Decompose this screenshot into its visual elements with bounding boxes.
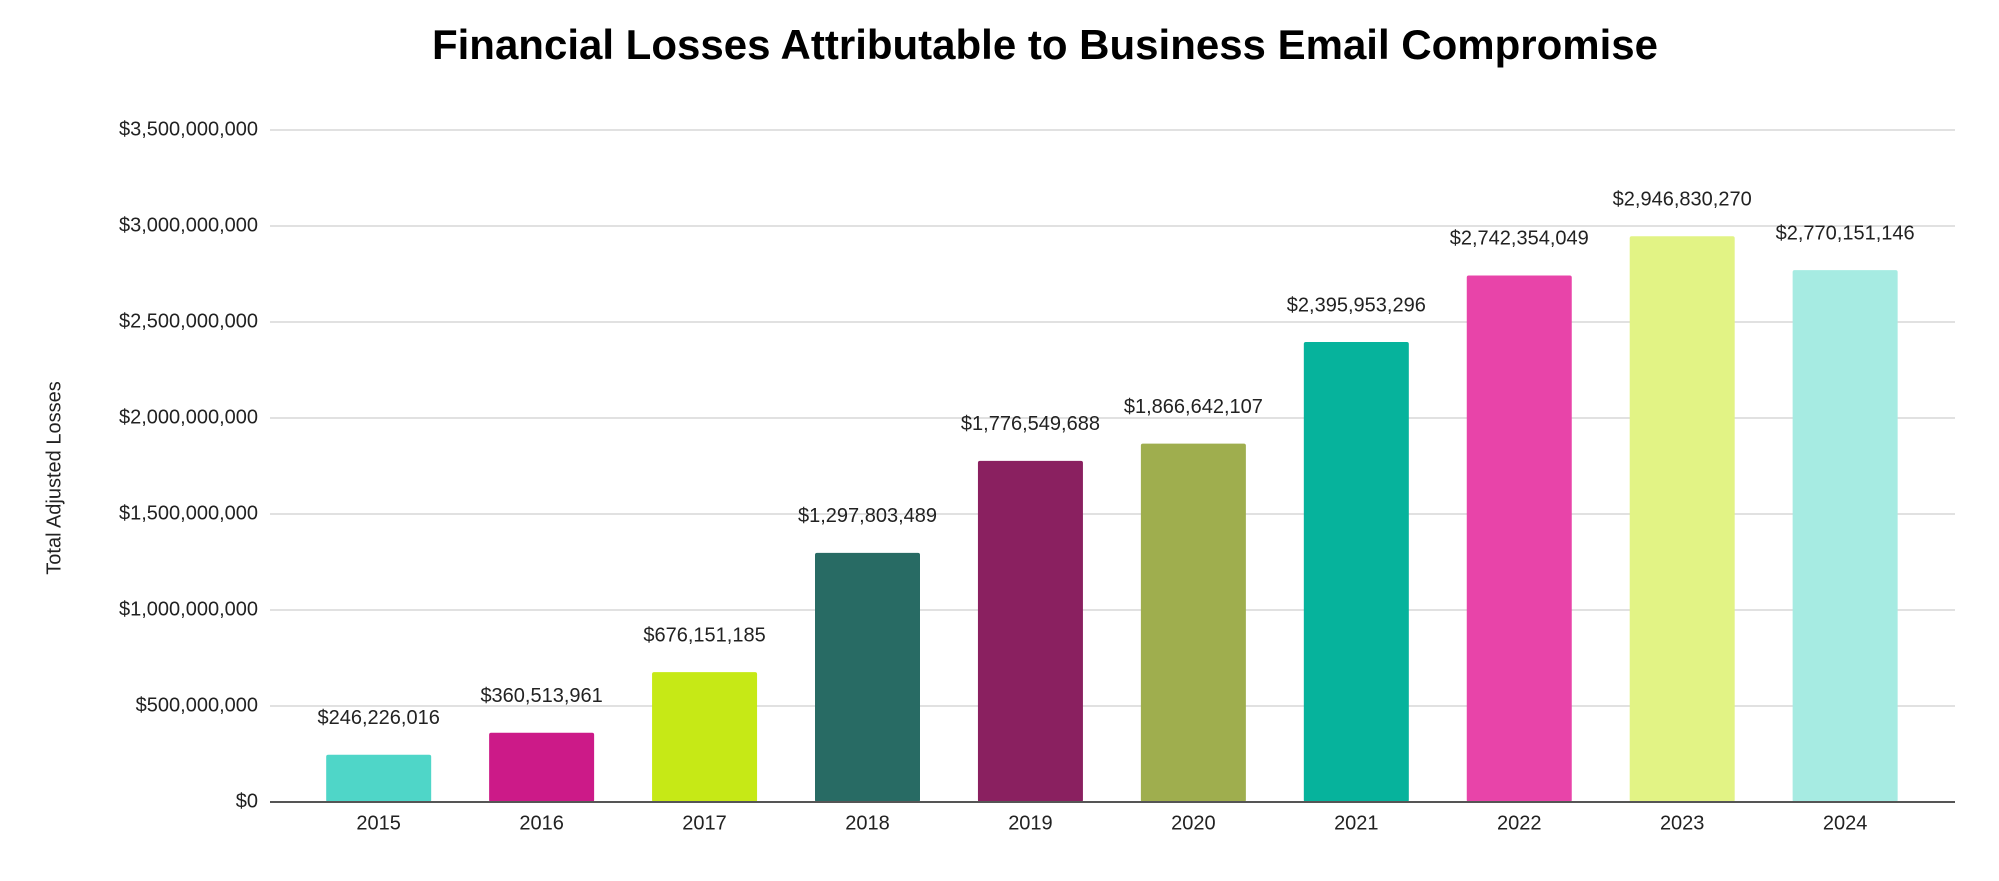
y-tick-label: $2,500,000,000 [119,310,258,332]
x-tick-label: 2015 [356,812,401,834]
bar [326,754,432,802]
data-label: $246,226,016 [318,707,440,729]
x-tick-label: 2020 [1171,812,1216,834]
x-tick-label: 2021 [1334,812,1379,834]
bar [1303,341,1409,802]
x-tick-label: 2024 [1823,812,1868,834]
x-tick-label: 2019 [1008,812,1053,834]
x-tick-label: 2023 [1660,812,1705,834]
chart-title: Financial Losses Attributable to Busines… [432,21,1658,68]
x-tick-label: 2016 [519,812,564,834]
data-label: $1,297,803,489 [798,505,937,527]
y-tick-label: $3,000,000,000 [119,214,258,236]
bar [977,460,1083,802]
y-tick-label: $1,000,000,000 [119,598,258,620]
x-tick-label: 2022 [1497,812,1542,834]
bar [1466,275,1572,802]
bar [1140,443,1246,802]
y-tick-label: $1,500,000,000 [119,502,258,524]
data-label: $676,151,185 [643,624,765,646]
x-tick-label: 2018 [845,812,890,834]
x-tick-label: 2017 [682,812,727,834]
y-tick-label: $500,000,000 [136,694,258,716]
data-label: $2,395,953,296 [1287,294,1426,316]
data-label: $2,946,830,270 [1613,188,1752,210]
bar [815,552,921,802]
data-label: $360,513,961 [480,685,602,707]
bar [652,672,758,802]
bar [1792,270,1898,802]
data-label: $2,770,151,146 [1776,222,1915,244]
data-label: $2,742,354,049 [1450,228,1589,250]
y-axis-label: Total Adjusted Losses [43,381,65,574]
bar [489,732,595,802]
y-tick-label: $0 [236,790,258,812]
y-tick-label: $3,500,000,000 [119,118,258,140]
data-label: $1,776,549,688 [961,413,1100,435]
bar [1629,236,1735,802]
data-label: $1,866,642,107 [1124,396,1263,418]
y-tick-label: $2,000,000,000 [119,406,258,428]
